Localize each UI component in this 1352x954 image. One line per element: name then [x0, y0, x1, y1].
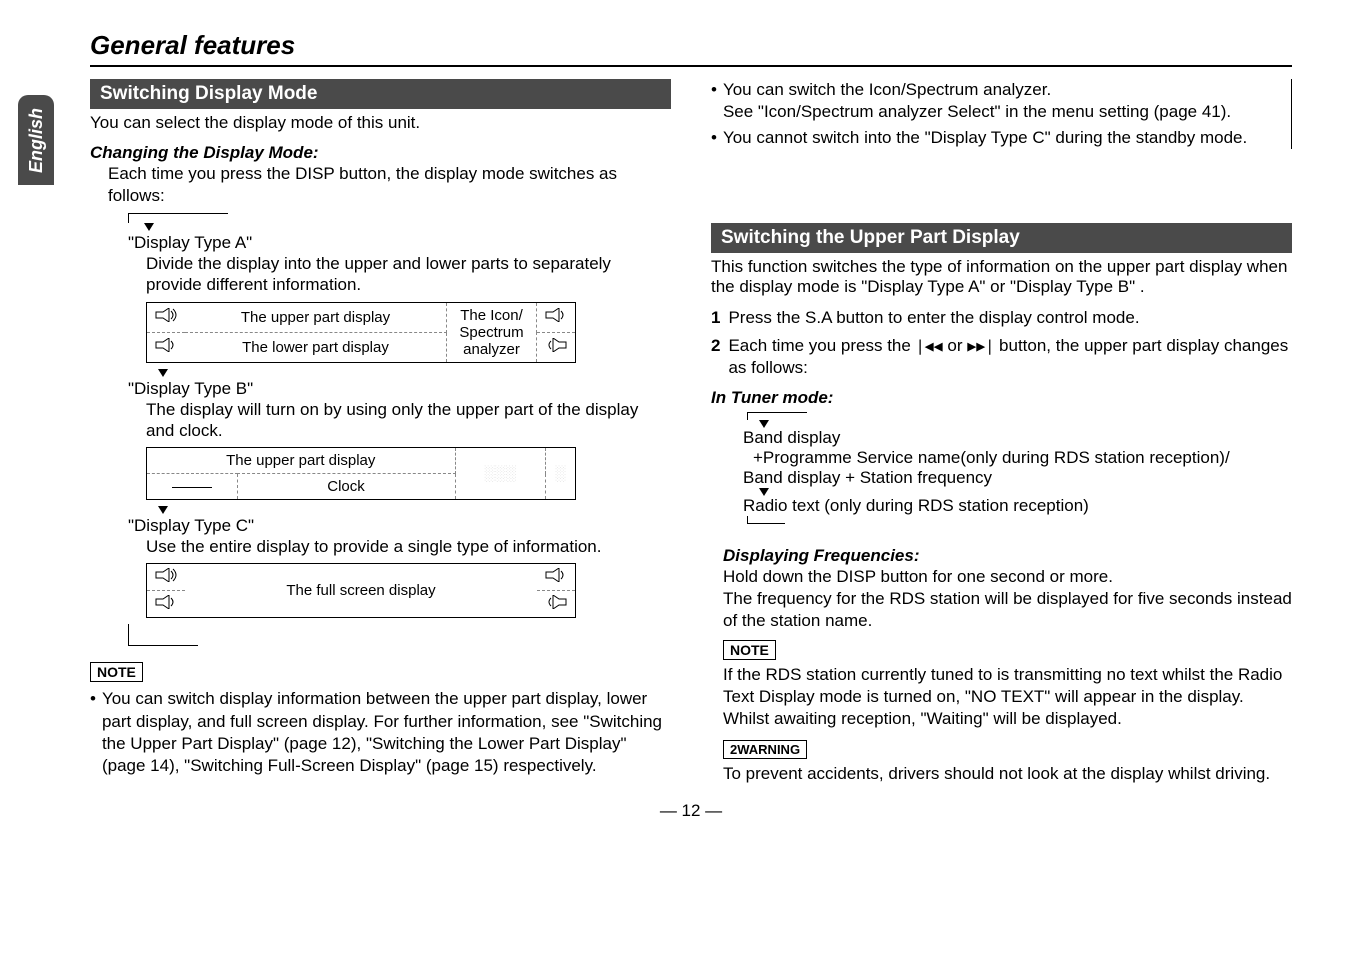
displaying-frequencies-head: Displaying Frequencies: — [723, 546, 1292, 566]
type-c-label: "Display Type C" — [128, 516, 671, 536]
speaker-icon — [155, 308, 177, 322]
warning-body: To prevent accidents, drivers should not… — [723, 763, 1292, 785]
type-b-upper: The upper part display — [147, 448, 455, 474]
type-a-upper: The upper part display — [185, 303, 447, 333]
changing-display-mode-body: Each time you press the DISP button, the… — [108, 163, 671, 207]
next-track-icon: ▶▶| — [967, 337, 994, 357]
type-b-label: "Display Type B" — [128, 379, 671, 399]
bullet-dot: • — [711, 79, 717, 123]
right-column: • You can switch the Icon/Spectrum analy… — [711, 79, 1292, 785]
warning-label: 2WARNING — [723, 740, 807, 759]
section2-intro: This function switches the type of infor… — [711, 257, 1292, 297]
type-b-diagram: The upper part display ░░░ ░ Clock — [146, 447, 576, 500]
page-number: — 12 — — [90, 801, 1292, 821]
speaker-icon — [545, 568, 567, 582]
type-c-diagram: The full screen display — [146, 563, 576, 618]
type-a-desc: Divide the display into the upper and lo… — [146, 253, 671, 296]
tuner-line1: Band display — [743, 428, 1292, 448]
note-label: NOTE — [90, 662, 143, 682]
type-a-label: "Display Type A" — [128, 233, 671, 253]
tuner-line2: +Programme Service name(only during RDS … — [753, 448, 1292, 468]
prev-track-icon: |◀◀ — [916, 337, 943, 357]
note1-text: You can switch display information betwe… — [102, 688, 671, 776]
step1-text: Press the S.A button to enter the displa… — [728, 307, 1139, 329]
type-c-full: The full screen display — [185, 564, 537, 617]
speaker-icon — [155, 595, 177, 609]
page-title: General features — [90, 30, 1292, 67]
type-c-desc: Use the entire display to provide a sing… — [146, 536, 671, 557]
language-tab-label: English — [26, 107, 47, 172]
tuner-flow: Band display +Programme Service name(onl… — [729, 412, 1292, 524]
tuner-line3: Band display + Station frequency — [743, 468, 1292, 488]
type-a-lower: The lower part display — [185, 332, 447, 362]
freq-body2: The frequency for the RDS station will b… — [723, 588, 1292, 632]
tuner-line4: Radio text (only during RDS station rece… — [743, 496, 1292, 516]
display-mode-flow: "Display Type A" Divide the display into… — [108, 213, 671, 646]
right-bullet1: You can switch the Icon/Spectrum analyze… — [723, 79, 1231, 123]
section-heading-upper-part: Switching the Upper Part Display — [711, 223, 1292, 253]
bullet-dot: • — [90, 688, 96, 776]
changing-display-mode-head: Changing the Display Mode: — [90, 143, 671, 163]
left-column: Switching Display Mode You can select th… — [90, 79, 671, 785]
right-bullet2: You cannot switch into the "Display Type… — [723, 127, 1247, 149]
in-tuner-head: In Tuner mode: — [711, 388, 1292, 408]
freq-body1: Hold down the DISP button for one second… — [723, 566, 1292, 588]
section-heading-switching-display-mode: Switching Display Mode — [90, 79, 671, 109]
speaker-icon — [545, 308, 567, 322]
speaker-icon — [545, 595, 567, 609]
speaker-icon — [545, 338, 567, 352]
bullet-dot: • — [711, 127, 717, 149]
type-b-clock: Clock — [237, 474, 455, 500]
note2-text: If the RDS station currently tuned to is… — [723, 664, 1292, 730]
type-a-diagram: The upper part display The Icon/ Spectru… — [146, 302, 576, 363]
speaker-icon — [155, 568, 177, 582]
language-tab: English — [18, 95, 54, 185]
section1-intro: You can select the display mode of this … — [90, 113, 671, 133]
type-b-desc: The display will turn on by using only t… — [146, 399, 671, 442]
step2-text: Each time you press the |◀◀ or ▶▶| butto… — [728, 335, 1292, 379]
type-a-right: The Icon/ Spectrum analyzer — [447, 303, 537, 362]
speaker-icon — [155, 338, 177, 352]
step-number: 1 — [711, 307, 720, 329]
step-number: 2 — [711, 335, 720, 379]
note-label: NOTE — [723, 640, 776, 660]
